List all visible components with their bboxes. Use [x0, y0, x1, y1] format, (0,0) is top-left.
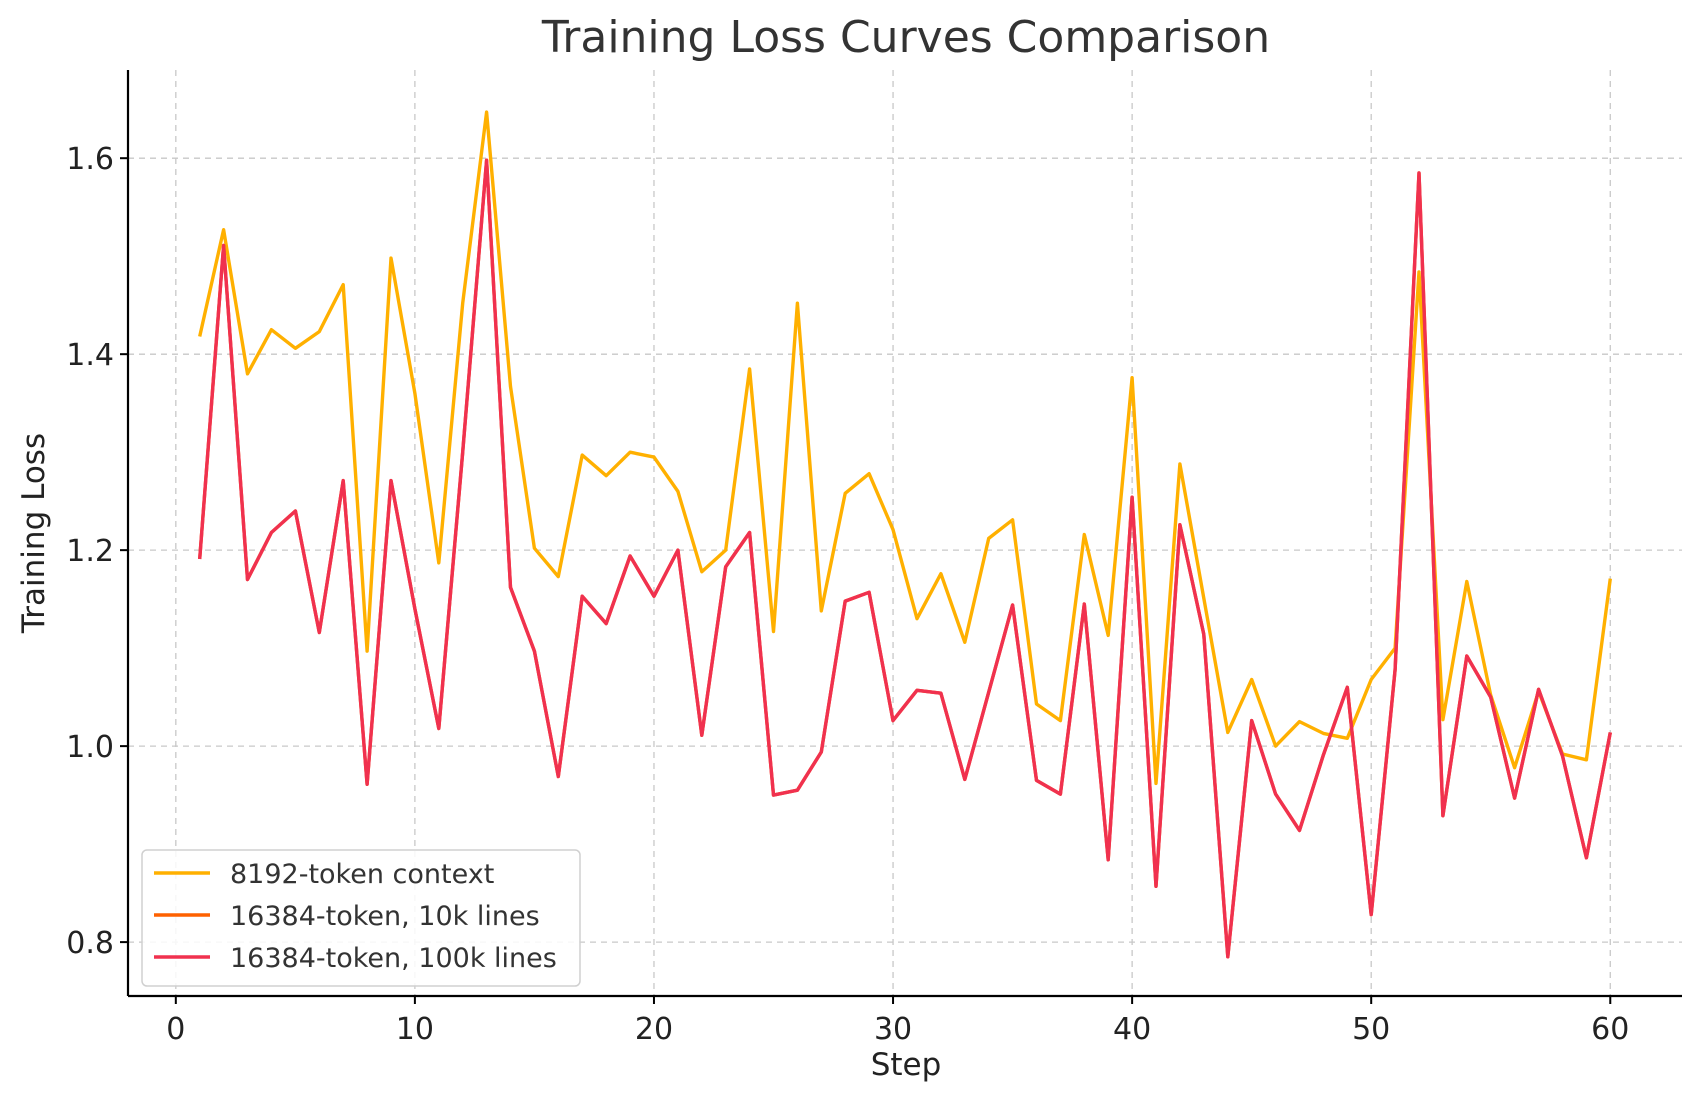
y-tick-label: 0.8 — [66, 926, 114, 961]
legend-label-3: 16384-token, 100k lines — [230, 943, 557, 974]
x-tick-label: 60 — [1591, 1012, 1629, 1047]
tick-labels: 0 10 20 30 40 50 60 0.8 1.0 1.2 1.4 1.6 — [66, 142, 1629, 1047]
legend-box — [141, 849, 581, 987]
x-tick-label: 40 — [1113, 1012, 1151, 1047]
x-tick-label: 30 — [874, 1012, 912, 1047]
axes — [120, 70, 1682, 1004]
series-line-1 — [198, 110, 1612, 786]
series-line-2 — [198, 158, 1612, 959]
series-line-3 — [198, 158, 1612, 959]
legend-label-2: 16384-token, 10k lines — [230, 901, 540, 932]
y-tick-label: 1.4 — [66, 338, 114, 373]
x-tick-label: 10 — [396, 1012, 434, 1047]
y-tick-label: 1.2 — [66, 534, 114, 569]
x-tick-label: 0 — [166, 1012, 185, 1047]
y-tick-label: 1.0 — [66, 730, 114, 765]
x-tick-label: 20 — [635, 1012, 673, 1047]
x-tick-label: 50 — [1352, 1012, 1390, 1047]
legend: 8192-token context 16384-token, 10k lines… — [141, 849, 581, 987]
chart-title: Training Loss Curves Comparison — [541, 12, 1270, 63]
y-axis-label: Training Loss — [16, 433, 52, 634]
y-tick-label: 1.6 — [66, 142, 114, 177]
series-lines — [198, 110, 1612, 959]
x-axis-label: Step — [871, 1047, 942, 1083]
legend-label-1: 8192-token context — [230, 859, 494, 890]
